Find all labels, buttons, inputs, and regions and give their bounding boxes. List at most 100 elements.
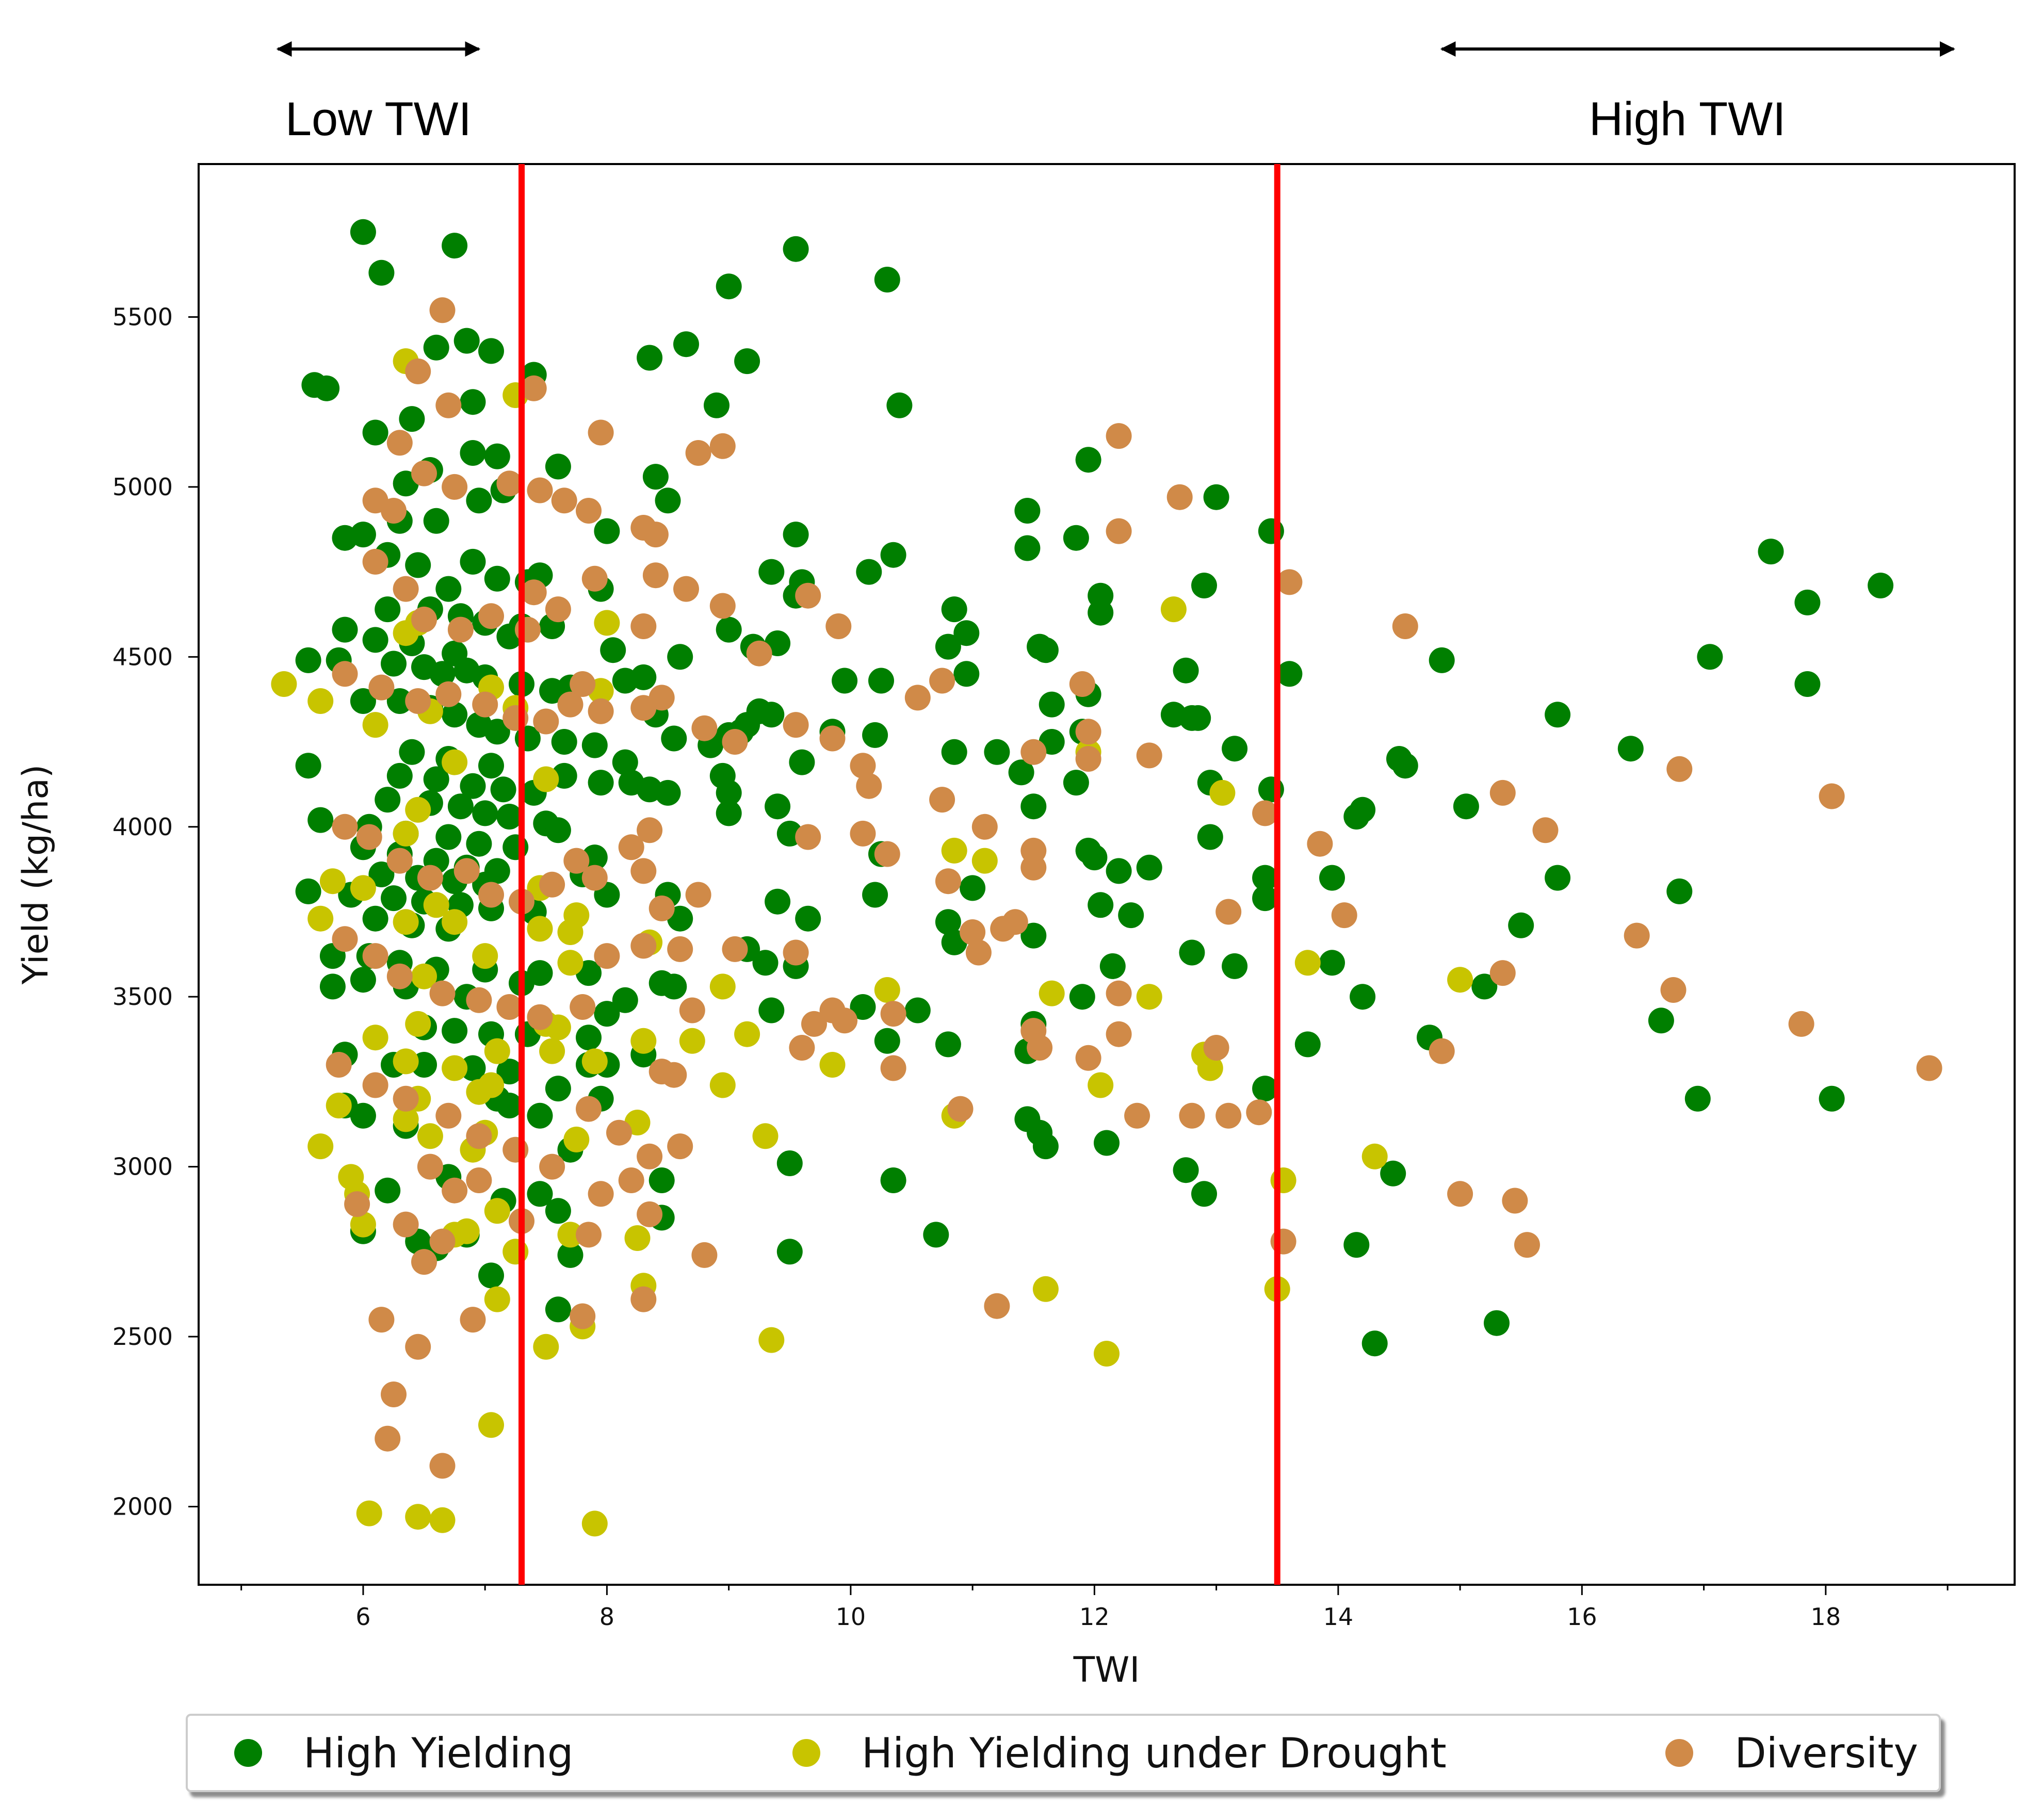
point-series-1-19 <box>423 892 449 918</box>
point-series-0-11 <box>460 440 486 466</box>
point-series-0-309 <box>1868 573 1894 598</box>
y-tick-label-5000: 5000 <box>112 473 173 501</box>
point-series-2-30 <box>709 593 736 619</box>
point-series-0-240 <box>1020 922 1047 949</box>
legend-label-diversity: Diversity <box>1734 1729 1918 1777</box>
point-series-1-87 <box>1209 779 1236 806</box>
point-series-2-113 <box>880 1001 906 1027</box>
point-series-2-125 <box>1429 1038 1455 1064</box>
point-series-0-168 <box>612 749 638 775</box>
point-series-1-58 <box>429 1507 456 1533</box>
point-series-2-80 <box>637 817 663 843</box>
point-series-0-225 <box>941 739 967 765</box>
point-series-0-99 <box>368 862 395 887</box>
point-series-2-46 <box>691 715 718 741</box>
point-series-2-24 <box>581 565 608 592</box>
point-series-0-12 <box>484 443 510 469</box>
point-series-0-15 <box>673 331 699 358</box>
point-series-2-121 <box>1179 1102 1205 1129</box>
point-series-0-178 <box>630 664 657 690</box>
point-series-0-176 <box>600 637 626 663</box>
legend-marker-diversity <box>1665 1739 1694 1767</box>
point-series-0-266 <box>1185 705 1211 731</box>
point-series-0-227 <box>941 596 967 623</box>
point-series-0-204 <box>789 749 815 775</box>
point-series-2-8 <box>381 498 407 524</box>
point-series-0-103 <box>295 878 321 904</box>
point-series-2-130 <box>1916 1055 1942 1081</box>
point-series-0-153 <box>557 1242 583 1268</box>
point-series-0-287 <box>1343 1232 1370 1258</box>
y-tick-label-3500: 3500 <box>112 983 173 1011</box>
point-series-1-57 <box>405 1504 431 1530</box>
point-series-2-122 <box>1203 1035 1229 1061</box>
point-series-0-199 <box>752 950 779 976</box>
point-series-0-233 <box>1014 535 1041 561</box>
point-series-0-87 <box>307 807 334 833</box>
point-series-0-217 <box>850 994 876 1020</box>
point-series-2-141 <box>661 1062 687 1088</box>
point-series-1-17 <box>393 909 419 935</box>
point-series-2-108 <box>783 939 809 966</box>
point-series-0-83 <box>447 793 474 820</box>
data-points <box>271 219 1942 1537</box>
point-series-2-103 <box>594 943 620 969</box>
x-tick-label-8: 8 <box>599 1603 614 1631</box>
point-series-1-71 <box>752 1123 779 1149</box>
point-series-0-173 <box>661 725 687 752</box>
point-series-0-40 <box>375 596 401 623</box>
point-series-1-22 <box>405 1011 431 1037</box>
point-series-0-194 <box>758 559 785 585</box>
point-series-2-147 <box>576 1222 602 1248</box>
point-series-1-34 <box>307 1133 334 1160</box>
point-series-2-152 <box>344 1191 370 1217</box>
point-series-0-47 <box>332 616 358 643</box>
point-series-2-144 <box>630 1286 657 1312</box>
point-series-1-70 <box>734 1021 760 1047</box>
point-series-1-77 <box>971 848 998 874</box>
point-series-0-218 <box>874 1028 900 1054</box>
point-series-0-296 <box>1484 1310 1510 1336</box>
point-series-0-277 <box>1252 865 1278 891</box>
point-series-1-40 <box>484 1198 510 1224</box>
point-series-2-68 <box>1276 569 1303 595</box>
point-series-2-150 <box>442 1177 468 1204</box>
point-series-1-6 <box>362 712 388 738</box>
point-series-2-23 <box>545 596 571 623</box>
point-series-2-69 <box>332 814 358 840</box>
point-series-0-61 <box>350 688 376 714</box>
point-series-0-250 <box>1075 447 1101 473</box>
point-series-0-133 <box>496 1059 523 1085</box>
point-series-1-16 <box>350 875 376 901</box>
point-series-2-86 <box>874 841 900 867</box>
point-series-1-43 <box>527 916 553 942</box>
point-series-0-249 <box>1069 984 1095 1010</box>
point-series-0-126 <box>442 1018 468 1044</box>
point-series-0-2 <box>442 233 468 259</box>
point-series-0-55 <box>429 661 456 687</box>
point-series-1-78 <box>1039 980 1065 1006</box>
point-series-1-82 <box>1094 1341 1120 1367</box>
legend-item-high-yielding: High Yielding <box>234 1729 573 1777</box>
point-series-0-207 <box>776 1150 803 1176</box>
point-series-1-52 <box>533 1334 559 1360</box>
point-series-2-65 <box>1136 742 1162 769</box>
point-series-0-238 <box>1039 691 1065 718</box>
point-series-0-244 <box>1032 1133 1059 1160</box>
point-series-2-58 <box>1020 854 1047 881</box>
point-series-0-74 <box>423 766 449 792</box>
point-series-0-224 <box>935 1031 961 1058</box>
point-series-2-88 <box>960 919 986 945</box>
point-series-2-2 <box>435 392 462 418</box>
point-series-0-282 <box>1319 865 1345 891</box>
point-series-0-230 <box>960 875 986 901</box>
point-series-2-173 <box>326 1052 352 1078</box>
point-series-1-20 <box>442 909 468 935</box>
point-series-0-304 <box>1697 644 1723 670</box>
point-series-1-84 <box>1160 596 1187 623</box>
point-series-0-145 <box>375 1177 401 1204</box>
point-series-0-222 <box>935 909 961 935</box>
point-series-2-10 <box>527 477 553 503</box>
point-series-0-285 <box>1350 797 1376 823</box>
point-series-0-53 <box>381 651 407 677</box>
